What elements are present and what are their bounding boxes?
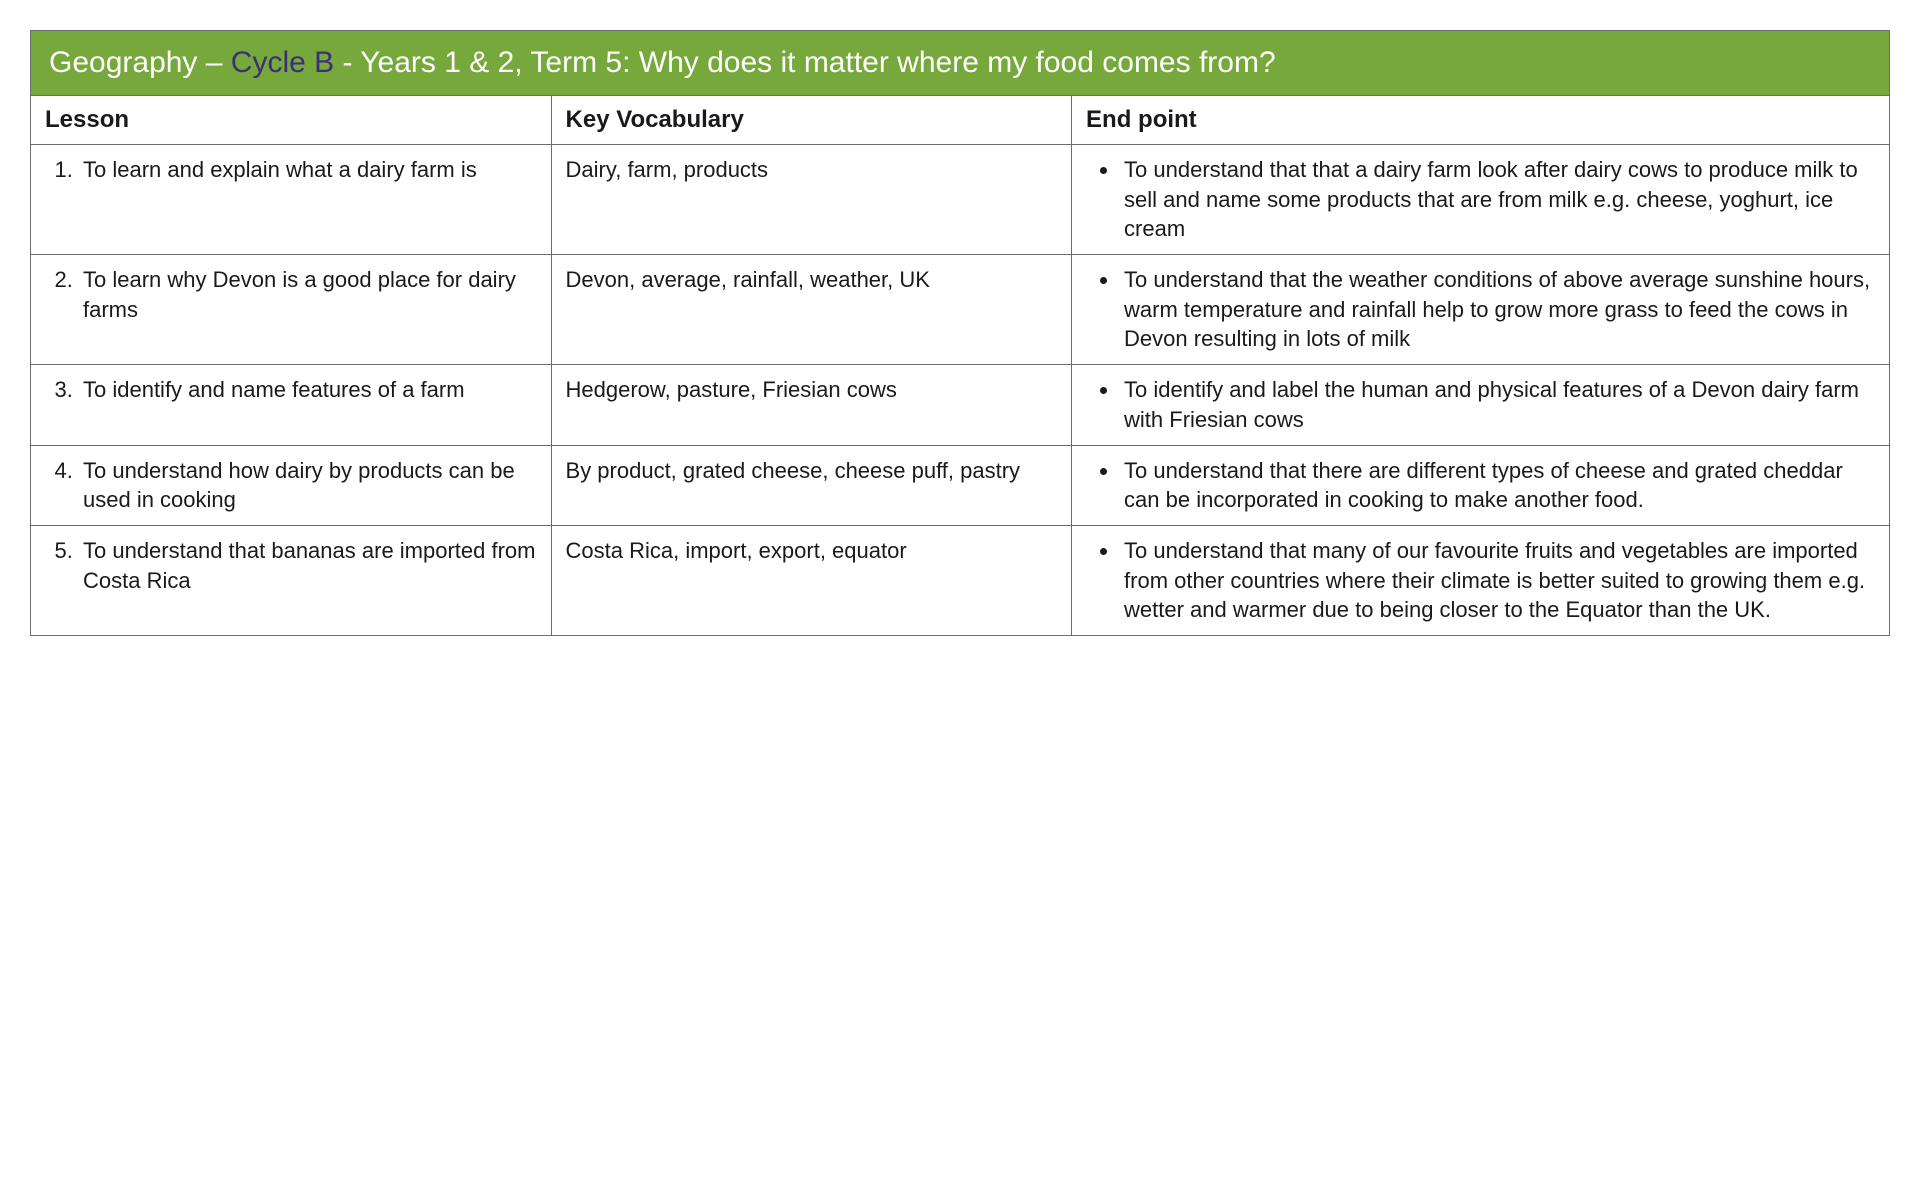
lesson-text: To understand how dairy by products can … bbox=[79, 456, 537, 515]
endpoint-text: To identify and label the human and phys… bbox=[1120, 375, 1875, 434]
table-row: To learn why Devon is a good place for d… bbox=[31, 255, 1890, 365]
table-title: Geography – Cycle B - Years 1 & 2, Term … bbox=[31, 31, 1890, 96]
col-header-vocab: Key Vocabulary bbox=[551, 96, 1072, 145]
vocab-cell: Hedgerow, pasture, Friesian cows bbox=[551, 365, 1072, 445]
title-part1: Geography – bbox=[49, 46, 231, 79]
vocab-cell: Devon, average, rainfall, weather, UK bbox=[551, 255, 1072, 365]
title-part2: - Years 1 & 2, Term 5: Why does it matte… bbox=[334, 46, 1275, 79]
endpoint-cell: To understand that the weather condition… bbox=[1072, 255, 1890, 365]
endpoint-cell: To understand that there are different t… bbox=[1072, 445, 1890, 525]
table-row: To understand that bananas are imported … bbox=[31, 525, 1890, 635]
endpoint-cell: To identify and label the human and phys… bbox=[1072, 365, 1890, 445]
endpoint-text: To understand that the weather condition… bbox=[1120, 265, 1875, 354]
lesson-text: To understand that bananas are imported … bbox=[79, 536, 537, 595]
lesson-cell: To understand that bananas are imported … bbox=[31, 525, 552, 635]
title-accent: Cycle B bbox=[231, 46, 334, 79]
endpoint-text: To understand that many of our favourite… bbox=[1120, 536, 1875, 625]
lesson-text: To learn and explain what a dairy farm i… bbox=[79, 155, 537, 185]
endpoint-cell: To understand that that a dairy farm loo… bbox=[1072, 145, 1890, 255]
vocab-cell: Costa Rica, import, export, equator bbox=[551, 525, 1072, 635]
vocab-cell: Dairy, farm, products bbox=[551, 145, 1072, 255]
endpoint-text: To understand that there are different t… bbox=[1120, 456, 1875, 515]
col-header-endpoint: End point bbox=[1072, 96, 1890, 145]
lesson-cell: To identify and name features of a farm bbox=[31, 365, 552, 445]
endpoint-text: To understand that that a dairy farm loo… bbox=[1120, 155, 1875, 244]
endpoint-cell: To understand that many of our favourite… bbox=[1072, 525, 1890, 635]
curriculum-table: Geography – Cycle B - Years 1 & 2, Term … bbox=[30, 30, 1890, 636]
table-row: To learn and explain what a dairy farm i… bbox=[31, 145, 1890, 255]
header-row: Lesson Key Vocabulary End point bbox=[31, 96, 1890, 145]
lesson-cell: To learn and explain what a dairy farm i… bbox=[31, 145, 552, 255]
lesson-cell: To understand how dairy by products can … bbox=[31, 445, 552, 525]
lesson-text: To identify and name features of a farm bbox=[79, 375, 537, 405]
lesson-cell: To learn why Devon is a good place for d… bbox=[31, 255, 552, 365]
col-header-lesson: Lesson bbox=[31, 96, 552, 145]
title-row: Geography – Cycle B - Years 1 & 2, Term … bbox=[31, 31, 1890, 96]
table-row: To understand how dairy by products can … bbox=[31, 445, 1890, 525]
lesson-text: To learn why Devon is a good place for d… bbox=[79, 265, 537, 324]
table-row: To identify and name features of a farm H… bbox=[31, 365, 1890, 445]
vocab-cell: By product, grated cheese, cheese puff, … bbox=[551, 445, 1072, 525]
